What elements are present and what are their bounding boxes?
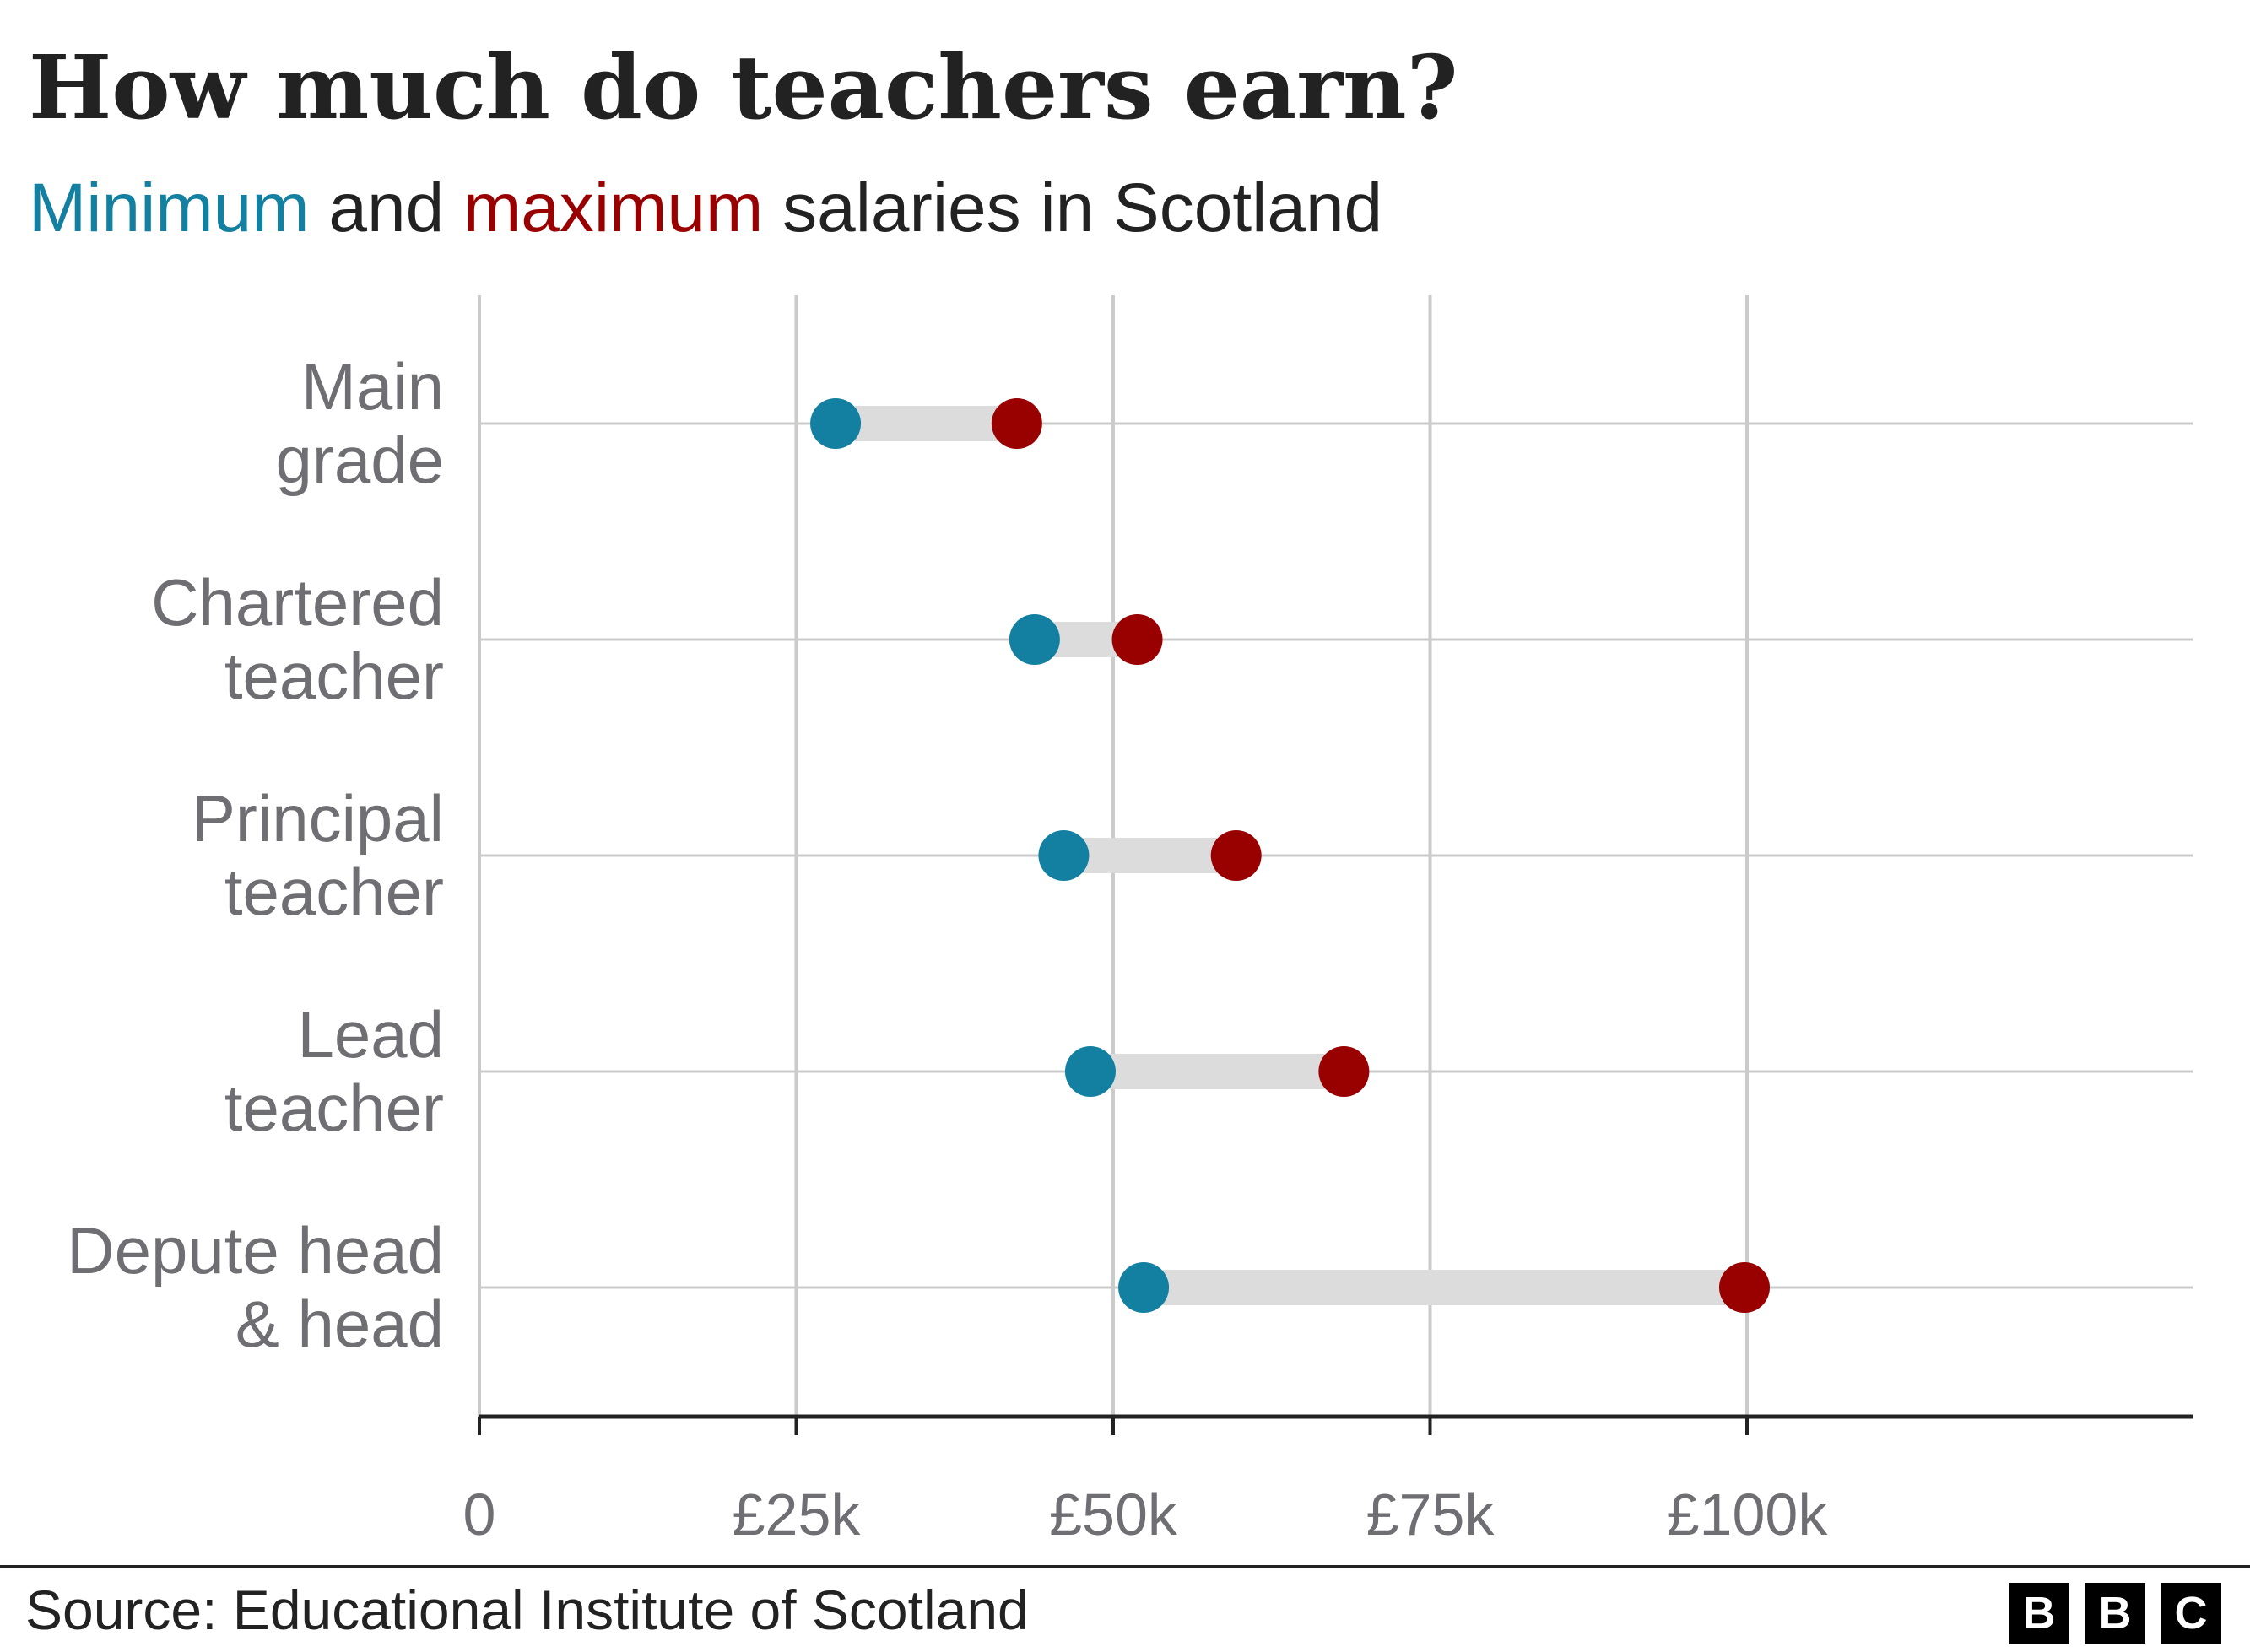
category-label: Chartered teacher <box>151 565 444 713</box>
x-tick-label: £50k <box>1049 1482 1178 1547</box>
x-tick-label: £25k <box>733 1482 862 1547</box>
range-bar <box>1063 838 1236 873</box>
category-label: Principal teacher <box>192 781 444 929</box>
maximum-dot <box>1210 830 1262 881</box>
bbc-logo-letter: C <box>2161 1583 2221 1644</box>
range-bar <box>1144 1270 1744 1305</box>
maximum-dot <box>1318 1046 1370 1097</box>
range-bar <box>1090 1054 1344 1089</box>
maximum-dot <box>1718 1262 1770 1313</box>
x-tick-label: £100k <box>1667 1482 1829 1547</box>
legend-minimum-label: Minimum <box>29 170 310 246</box>
x-tick-label: £75k <box>1366 1482 1495 1547</box>
maximum-dot <box>991 398 1042 449</box>
subtitle-and-text: and <box>309 170 463 246</box>
minimum-dot <box>1064 1046 1116 1097</box>
bbc-logo: B B C <box>2009 1583 2221 1644</box>
minimum-dot <box>1038 830 1090 881</box>
bbc-logo-letter: B <box>2009 1583 2069 1644</box>
source-note: Source: Educational Institute of Scotlan… <box>25 1579 1029 1641</box>
minimum-dot <box>1009 614 1060 665</box>
legend-maximum-label: maximum <box>462 170 764 246</box>
category-label: Depute head & head <box>67 1213 444 1361</box>
subtitle-rest-text: salaries in Scotland <box>763 170 1383 246</box>
category-label: Main grade <box>276 349 445 497</box>
x-tick-label: 0 <box>463 1482 496 1547</box>
range-bar <box>836 406 1017 441</box>
bbc-logo-letter: B <box>2085 1583 2145 1644</box>
category-label: Lead teacher <box>224 997 444 1145</box>
chart-title: How much do teachers earn? <box>29 35 1458 139</box>
minimum-dot <box>810 398 862 449</box>
footer-divider <box>0 1565 2250 1568</box>
maximum-dot <box>1111 614 1163 665</box>
chart-subtitle: Minimum and maximum salaries in Scotland <box>29 174 1382 243</box>
minimum-dot <box>1118 1262 1170 1313</box>
